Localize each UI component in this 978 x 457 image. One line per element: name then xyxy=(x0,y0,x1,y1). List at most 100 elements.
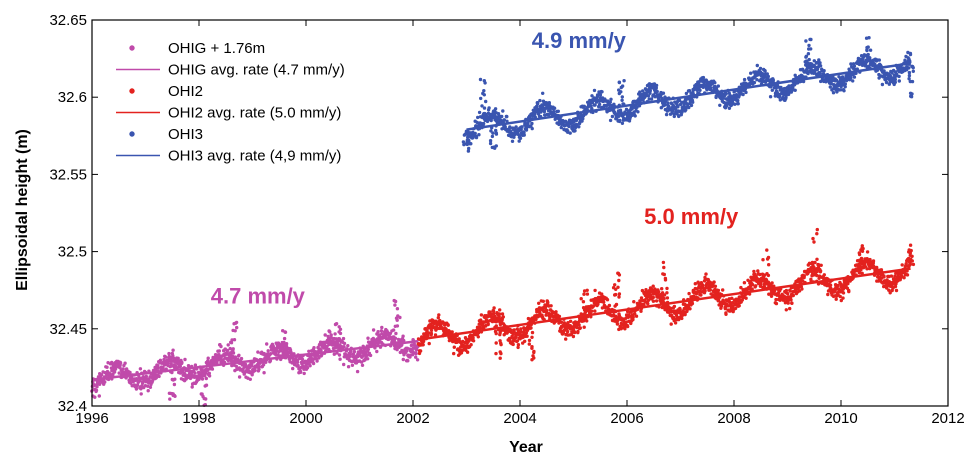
data-point xyxy=(749,71,753,75)
data-point xyxy=(202,370,206,374)
data-point xyxy=(619,90,623,94)
data-point xyxy=(839,282,843,286)
data-point xyxy=(822,69,826,73)
data-point xyxy=(600,292,604,296)
data-point xyxy=(180,360,184,365)
data-point xyxy=(752,80,757,85)
data-point xyxy=(673,321,678,325)
data-point xyxy=(494,341,498,345)
data-point xyxy=(295,358,300,363)
data-point xyxy=(257,367,261,371)
data-point xyxy=(788,289,792,293)
data-point xyxy=(438,318,442,323)
data-point xyxy=(774,297,778,302)
data-point xyxy=(262,371,266,375)
data-point xyxy=(228,346,232,351)
data-point xyxy=(863,265,868,269)
data-point xyxy=(499,341,503,345)
data-point xyxy=(248,377,252,381)
data-point xyxy=(649,97,654,101)
data-point xyxy=(660,294,664,299)
data-point xyxy=(750,287,754,291)
data-point xyxy=(305,366,310,370)
data-point xyxy=(900,263,904,267)
data-point xyxy=(418,349,423,353)
data-point xyxy=(283,350,288,354)
data-point xyxy=(831,91,836,95)
data-point xyxy=(716,84,720,88)
data-point xyxy=(860,271,864,275)
data-point xyxy=(908,262,912,266)
data-point xyxy=(348,352,353,356)
data-point xyxy=(818,64,823,68)
data-point xyxy=(911,262,916,267)
data-point xyxy=(230,355,234,359)
data-point xyxy=(178,364,182,368)
data-point xyxy=(857,269,862,273)
data-point xyxy=(253,368,257,373)
data-point xyxy=(429,328,434,333)
data-point xyxy=(660,287,664,291)
data-point xyxy=(577,125,581,129)
data-point xyxy=(199,374,204,379)
data-point xyxy=(541,91,545,96)
data-point xyxy=(888,291,892,295)
data-point xyxy=(529,124,533,128)
data-point xyxy=(547,101,551,105)
data-point xyxy=(703,277,708,282)
data-point xyxy=(300,357,305,362)
data-point xyxy=(261,363,266,367)
data-point xyxy=(139,392,143,396)
data-point xyxy=(436,316,440,320)
data-point xyxy=(319,348,323,353)
data-point xyxy=(379,329,384,333)
data-point xyxy=(620,95,624,99)
data-point xyxy=(237,353,241,357)
x-tick-label: 1998 xyxy=(182,410,215,427)
data-point xyxy=(865,250,870,254)
data-point xyxy=(523,339,527,343)
data-point xyxy=(857,251,861,255)
data-point xyxy=(655,89,659,94)
data-point xyxy=(872,265,876,269)
data-point xyxy=(128,370,132,375)
data-point xyxy=(210,367,215,371)
data-point xyxy=(691,100,695,104)
data-point xyxy=(171,348,175,352)
data-point xyxy=(515,339,520,343)
data-point xyxy=(789,295,793,299)
data-point xyxy=(634,314,639,318)
data-point xyxy=(585,292,590,296)
rate-label-ohi3: 4.9 mm/y xyxy=(532,28,627,53)
data-point xyxy=(871,259,876,263)
data-point xyxy=(526,121,530,125)
data-point xyxy=(812,240,816,244)
data-point xyxy=(761,279,765,283)
data-point xyxy=(847,289,851,294)
y-tick-label: 32.55 xyxy=(49,166,87,183)
data-point xyxy=(395,307,400,311)
data-point xyxy=(786,292,790,296)
data-point xyxy=(346,344,350,348)
data-point xyxy=(766,74,770,79)
data-point xyxy=(231,348,235,352)
data-point xyxy=(217,349,221,353)
y-tick-labels: 32.4 32.45 32.5 32.55 32.6 32.65 xyxy=(49,12,87,415)
data-point xyxy=(809,62,814,66)
data-point xyxy=(680,313,685,317)
data-point xyxy=(518,136,523,140)
data-point xyxy=(613,293,617,297)
data-point xyxy=(494,331,498,336)
data-point xyxy=(666,101,670,105)
data-point xyxy=(733,102,737,106)
data-point xyxy=(666,104,671,109)
data-point xyxy=(103,380,107,384)
data-point xyxy=(257,364,261,369)
data-point xyxy=(529,326,533,330)
data-point xyxy=(698,88,702,93)
trend-line xyxy=(466,61,911,131)
data-point xyxy=(806,52,811,56)
data-point xyxy=(326,334,330,339)
data-point xyxy=(907,77,911,81)
data-point xyxy=(510,139,515,143)
